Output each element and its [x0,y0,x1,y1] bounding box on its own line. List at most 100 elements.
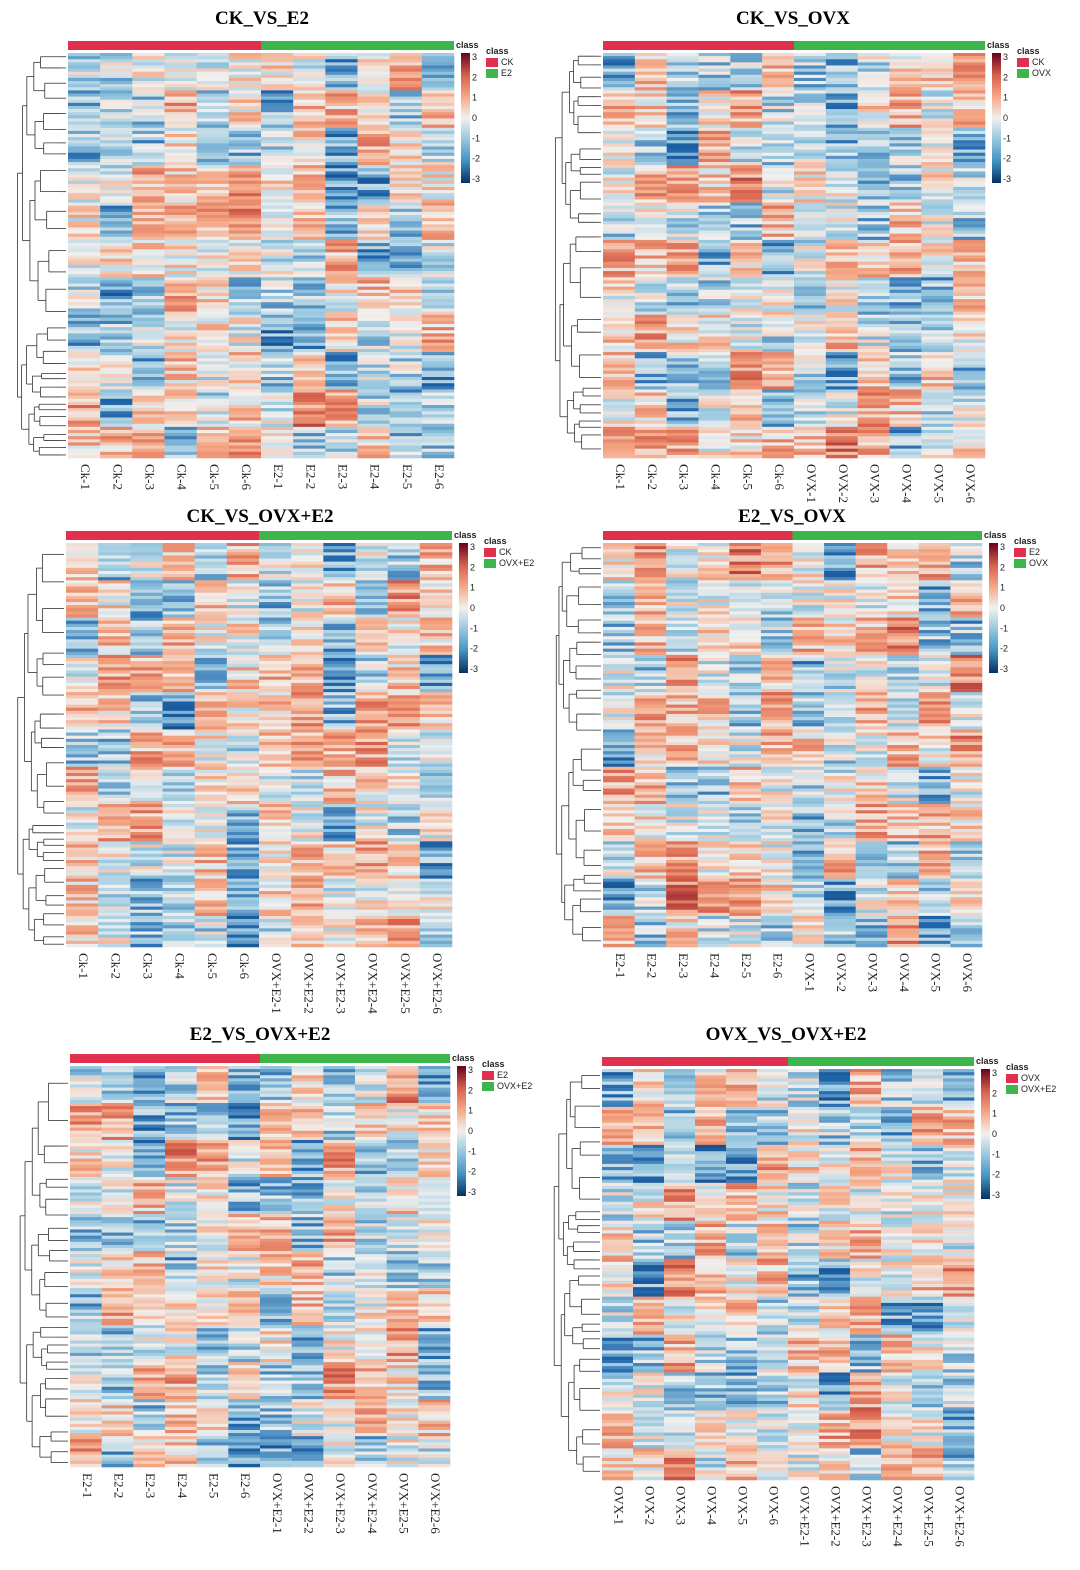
heatmap-cell [730,401,763,406]
heatmap-cell [666,261,699,266]
heatmap-cell [293,102,326,107]
heatmap-cell [66,738,99,743]
heatmap-cell [98,729,131,733]
heatmap-cell [293,218,326,222]
heatmap-cell [196,71,230,76]
heatmap-cell [698,442,731,446]
heatmap-cell [825,392,858,396]
heatmap-cell [730,193,763,197]
heatmap-cell [389,246,423,250]
heatmap-cell [196,90,230,94]
heatmap-row [66,682,453,687]
heatmap-cell [291,664,324,668]
heatmap-cell [68,364,101,368]
heatmap-cell [164,199,197,203]
heatmap-cell [730,398,763,403]
heatmap-cell [357,255,390,259]
heatmap-cell [857,426,890,431]
heatmap-cell [421,336,455,340]
heatmap-cell [325,405,358,409]
heatmap-cell [325,224,358,228]
heatmap-cell [825,134,858,138]
heatmap-cell [762,292,795,297]
heatmap-cell [68,105,101,110]
heatmap-cell [98,685,131,690]
heatmap-cell [226,810,260,814]
heatmap-cell [100,84,133,88]
heatmap-cell [68,299,101,303]
heatmap-cell [421,417,455,421]
heatmap-cell [164,68,197,72]
heatmap-cell [164,271,197,275]
heatmap-cell [355,602,388,606]
heatmap-cell [355,707,388,712]
heatmap-cell [730,65,763,69]
heatmap-row [603,361,986,365]
heatmap-cell [634,149,667,153]
heatmap-cell [66,689,99,693]
heatmap-cell [130,782,163,786]
heatmap-cell [603,380,636,384]
heatmap-cell [421,243,455,247]
heatmap-cell [698,451,731,456]
heatmap-cell [953,118,986,122]
heatmap-row [68,74,455,79]
heatmap-cell [132,348,165,353]
heatmap-cell [261,208,294,213]
heatmap-cell [98,654,131,659]
heatmap-cell [164,221,197,225]
heatmap-cell [634,65,667,69]
heatmap-cell [196,77,230,82]
heatmap-cell [66,726,99,730]
heatmap-cell [130,589,163,594]
heatmap-cell [634,134,667,138]
heatmap-cell [98,645,131,649]
heatmap-cell [68,221,101,225]
heatmap-cell [825,383,858,387]
heatmap-cell [603,202,636,206]
heatmap-cell [194,673,228,677]
heatmap-cell [634,180,667,185]
heatmap-cell [355,713,388,718]
heatmap-cell [164,202,197,206]
heatmap-cell [387,552,421,556]
heatmap-cell [196,202,230,206]
heatmap-cell [196,255,230,259]
heatmap-cell [634,155,667,160]
heatmap-cell [132,158,165,163]
heatmap-cell [355,816,388,820]
heatmap-cell [825,414,858,418]
heatmap-cell [634,93,667,97]
heatmap-row [603,152,986,157]
heatmap-cell [825,202,858,206]
heatmap-cell [419,791,453,796]
heatmap-cell [889,183,922,188]
heatmap-cell [921,411,954,415]
heatmap-cell [226,838,260,842]
heatmap-cell [825,121,858,125]
heatmap-row [66,661,453,665]
heatmap-cell [762,355,795,359]
heatmap-cell [889,236,922,241]
heatmap-cell [634,267,667,272]
heatmap-cell [603,81,636,85]
heatmap-cell [68,330,101,334]
heatmap-cell [228,102,262,107]
heatmap-cell [603,377,636,381]
heatmap-row [66,788,453,792]
heatmap-cell [291,757,324,761]
heatmap-cell [226,751,260,755]
heatmap-cell [357,305,390,309]
heatmap-cell [698,205,731,210]
heatmap-cell [921,317,954,322]
heatmap-cell [389,283,423,287]
heatmap-row [603,324,986,328]
heatmap-cell [419,676,453,681]
heatmap-cell [889,308,922,312]
heatmap-cell [293,65,326,69]
heatmap-cell [666,99,699,104]
heatmap-cell [921,105,954,110]
heatmap-cell [261,53,294,57]
heatmap-cell [130,797,163,802]
